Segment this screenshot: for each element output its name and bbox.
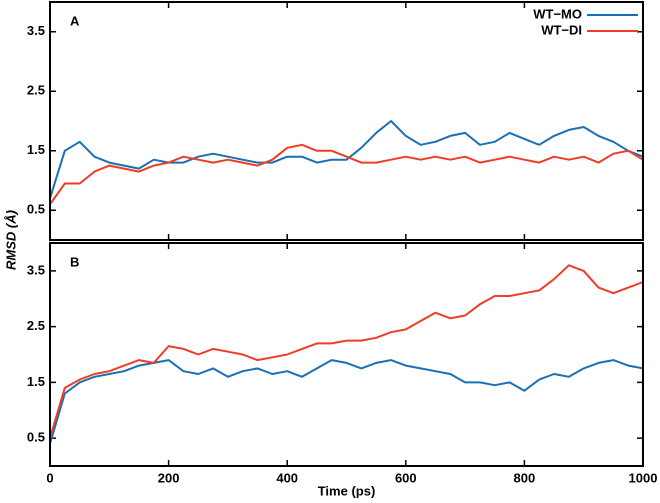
y-tick-label: 0.5 <box>27 202 45 217</box>
legend-label: WT−DI <box>541 22 582 37</box>
y-tick-label: 2.5 <box>27 83 45 98</box>
plot-frame <box>49 242 644 467</box>
x-tick-label: 800 <box>514 470 536 485</box>
plot-frame <box>49 1 644 241</box>
x-tick-label: 600 <box>395 470 417 485</box>
panel-label: A <box>70 13 80 28</box>
y-tick-label: 1.5 <box>27 374 45 389</box>
series-line <box>49 120 644 199</box>
x-tick-label: 1000 <box>629 470 658 485</box>
panel-label: B <box>70 254 79 269</box>
y-tick-label: 1.5 <box>27 142 45 157</box>
series-line <box>49 359 644 444</box>
series-line <box>49 143 644 205</box>
x-tick-label: 200 <box>158 470 180 485</box>
x-tick-label: 0 <box>46 470 53 485</box>
series-line <box>49 264 644 439</box>
x-tick-label: 400 <box>276 470 298 485</box>
y-tick-label: 3.5 <box>27 262 45 277</box>
x-axis-label: Time (ps) <box>318 483 376 498</box>
y-axis-label: RMSD (Å) <box>3 210 18 270</box>
y-tick-label: 0.5 <box>27 430 45 445</box>
y-tick-label: 3.5 <box>27 23 45 38</box>
y-tick-label: 2.5 <box>27 318 45 333</box>
legend-label: WT−MO <box>533 6 582 21</box>
